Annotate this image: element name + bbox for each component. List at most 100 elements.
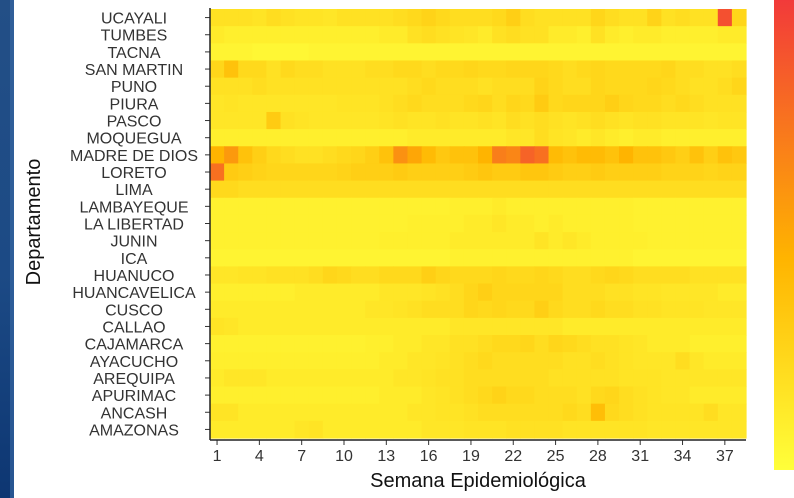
heatmap-cell <box>407 180 423 199</box>
heatmap-cell <box>492 266 507 285</box>
heatmap-cell <box>647 317 662 336</box>
heatmap-cell <box>308 146 324 165</box>
heatmap-cell <box>435 232 451 250</box>
heatmap-cell <box>294 43 310 62</box>
heatmap-cell <box>506 26 521 44</box>
heatmap-cell <box>619 9 634 27</box>
heatmap-cell <box>478 214 493 233</box>
heatmap-cell <box>689 60 705 79</box>
heatmap-cell <box>351 43 366 62</box>
heatmap-cell <box>604 129 620 147</box>
heatmap-cell <box>336 43 352 62</box>
heatmap-cell <box>266 60 282 79</box>
heatmap-cell <box>633 300 648 319</box>
heatmap-cell <box>421 369 437 388</box>
heatmap-cell <box>534 335 550 353</box>
heatmap-cell <box>478 283 493 302</box>
heatmap-cell <box>336 283 352 302</box>
heatmap-cell <box>534 369 550 388</box>
heatmap-cell <box>604 94 620 113</box>
heatmap-cell <box>449 232 465 250</box>
heatmap-cell <box>562 60 578 79</box>
heatmap-cell <box>478 26 493 44</box>
heatmap-cell <box>252 43 268 62</box>
x-tick-label: 34 <box>674 448 692 465</box>
heatmap-cell <box>689 94 705 113</box>
heatmap-cell <box>421 146 437 165</box>
heatmap-cell <box>548 369 564 388</box>
heatmap-cell <box>492 335 507 353</box>
heatmap-cell <box>520 317 536 336</box>
heatmap-cell <box>731 232 747 250</box>
x-tick-label: 25 <box>547 448 565 465</box>
heatmap-cell <box>294 180 310 199</box>
heatmap-cell <box>647 180 662 199</box>
heatmap-cell <box>407 214 423 233</box>
heatmap-cell <box>336 94 352 113</box>
heatmap-cell <box>689 214 705 233</box>
heatmap-cell <box>604 26 620 44</box>
heatmap-cell <box>336 403 352 422</box>
y-tick-label: AREQUIPA <box>93 371 175 388</box>
heatmap-cell <box>421 26 437 44</box>
heatmap-cell <box>252 352 268 370</box>
heatmap-cell <box>731 9 747 27</box>
heatmap-cell <box>534 146 550 165</box>
heatmap-cell <box>379 335 394 353</box>
heatmap-cell <box>463 94 479 113</box>
heatmap-cell <box>492 249 507 267</box>
heatmap-cell <box>647 232 662 250</box>
heatmap-cell <box>492 9 507 27</box>
heatmap-cell <box>590 94 606 113</box>
heatmap-cell <box>506 43 521 62</box>
heatmap-cell <box>703 352 719 370</box>
heatmap-cell <box>717 146 733 165</box>
heatmap-cell <box>534 26 550 44</box>
heatmap-cell <box>308 283 324 302</box>
heatmap-cell <box>393 352 409 370</box>
heatmap-cell <box>435 94 451 113</box>
heatmap-cell <box>731 266 747 285</box>
heatmap-cell <box>492 300 507 319</box>
heatmap-cell <box>548 300 564 319</box>
heatmap-cell <box>365 369 380 388</box>
y-tick-label: LORETO <box>101 165 167 182</box>
heatmap-cell <box>393 369 409 388</box>
heatmap-cell <box>421 352 437 370</box>
y-tick-label: CAJAMARCA <box>85 337 184 354</box>
heatmap-cell <box>407 129 423 147</box>
heatmap-cell <box>351 180 366 199</box>
heatmap-cell <box>534 197 550 216</box>
heatmap-cell <box>619 43 634 62</box>
heatmap-cell <box>407 369 423 388</box>
heatmap-cell <box>294 26 310 44</box>
heatmap-cell <box>675 129 691 147</box>
heatmap-cell <box>562 420 578 439</box>
heatmap-cell <box>534 249 550 267</box>
heatmap-cell <box>675 43 691 62</box>
heatmap-cell <box>689 129 705 147</box>
heatmap-cell <box>266 352 282 370</box>
heatmap-cell <box>576 317 592 336</box>
heatmap-cell <box>492 111 507 130</box>
heatmap-cell <box>238 163 253 182</box>
x-axis-title: Semana Epidemiológica <box>370 470 587 492</box>
heatmap-cell <box>393 232 409 250</box>
heatmap-cell <box>435 283 451 302</box>
heatmap-cell <box>534 129 550 147</box>
heatmap-cell <box>619 129 634 147</box>
heatmap-cell <box>647 26 662 44</box>
heatmap-cell <box>619 94 634 113</box>
heatmap-cell <box>351 249 366 267</box>
heatmap-cell <box>520 249 536 267</box>
y-tick-label: APURIMAC <box>92 388 176 405</box>
heatmap-cell <box>703 214 719 233</box>
heatmap-cell <box>449 266 465 285</box>
heatmap-cell <box>619 232 634 250</box>
heatmap-cell <box>478 317 493 336</box>
heatmap-cell <box>351 420 366 439</box>
heatmap-cell <box>633 386 648 405</box>
heatmap-cell <box>435 300 451 319</box>
heatmap-cell <box>717 386 733 405</box>
heatmap-cell <box>506 94 521 113</box>
